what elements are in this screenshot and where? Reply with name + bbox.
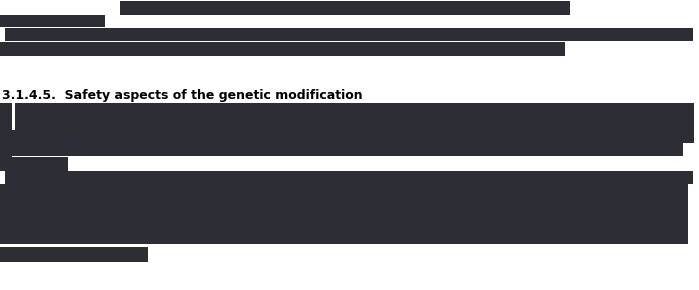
Bar (5, 28, 693, 41)
Bar (0, 157, 68, 171)
Bar (0, 143, 683, 156)
Bar (0, 184, 688, 244)
Bar (0, 42, 565, 56)
Bar (0, 247, 148, 262)
Bar (5, 130, 694, 143)
Bar (5, 171, 693, 184)
Bar (15, 103, 694, 130)
Bar (0, 15, 105, 27)
Text: 3.1.4.5.  Safety aspects of the genetic modification: 3.1.4.5. Safety aspects of the genetic m… (2, 89, 363, 102)
Bar (0, 103, 12, 157)
Bar (120, 1, 570, 15)
